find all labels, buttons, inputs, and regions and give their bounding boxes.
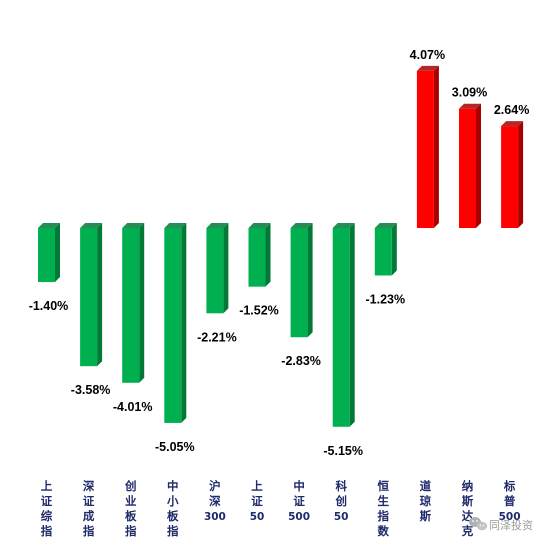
category-label-10: 道琼斯 bbox=[420, 479, 432, 523]
bar-9 bbox=[374, 223, 397, 276]
bar-4 bbox=[164, 223, 187, 423]
value-label-2: -3.58% bbox=[71, 383, 111, 397]
category-labels-layer: 上证综指 深证成指 创业板指 中小板指 沪深 300 上证 50 中证 500 科创 50 恒生指数 道琼… bbox=[41, 479, 521, 538]
watermark: 同泽投资 bbox=[469, 517, 533, 532]
bar-7 bbox=[290, 223, 313, 338]
category-label-5: 沪深 300 bbox=[204, 479, 226, 523]
wechat-icon bbox=[469, 517, 488, 531]
category-label-6: 上证 50 bbox=[250, 479, 265, 523]
bar-10 bbox=[416, 65, 439, 228]
category-label-9: 恒生指数 bbox=[378, 479, 390, 538]
value-label-4: -5.05% bbox=[155, 440, 195, 454]
category-label-3: 创业板指 bbox=[124, 479, 137, 538]
category-label-2: 深证成指 bbox=[83, 479, 95, 538]
value-label-7: -2.83% bbox=[281, 354, 321, 368]
bar-12 bbox=[501, 121, 524, 228]
category-label-8: 科创 50 bbox=[334, 479, 349, 523]
category-label-11: 纳斯达克 bbox=[461, 479, 474, 538]
value-label-12: 2.64% bbox=[494, 103, 529, 117]
bars-layer bbox=[38, 65, 524, 427]
value-label-9: -1.23% bbox=[365, 292, 405, 306]
bar-2 bbox=[80, 223, 103, 367]
value-label-11: 3.09% bbox=[452, 86, 487, 100]
value-label-5: -2.21% bbox=[197, 330, 237, 344]
value-label-10: 4.07% bbox=[410, 48, 445, 62]
bar-3 bbox=[122, 223, 145, 383]
bar-1 bbox=[38, 223, 60, 283]
bar-8 bbox=[332, 223, 355, 427]
value-label-3: -4.01% bbox=[113, 400, 153, 414]
value-label-6: -1.52% bbox=[239, 304, 279, 318]
category-label-4: 中小板指 bbox=[166, 479, 179, 538]
value-label-8: -5.15% bbox=[323, 444, 363, 458]
category-label-7: 中证 500 bbox=[288, 479, 310, 523]
bar-5 bbox=[206, 223, 229, 314]
value-label-1: -1.40% bbox=[29, 299, 69, 313]
category-label-1: 上证综指 bbox=[41, 479, 53, 538]
value-labels-layer: -1.40% -3.58%-4.01% -5.05% -2.21%-1.52% -2.8… bbox=[29, 48, 530, 458]
bar-11 bbox=[459, 103, 481, 228]
bar-6 bbox=[248, 223, 271, 287]
watermark-text: 同泽投资 bbox=[489, 518, 533, 532]
category-label-12: 标普 500 bbox=[499, 479, 521, 523]
